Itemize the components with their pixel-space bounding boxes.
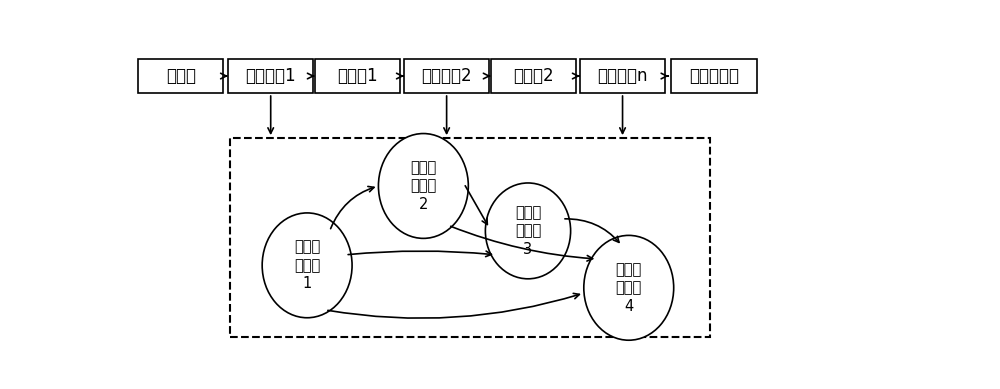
FancyBboxPatch shape bbox=[230, 138, 710, 337]
FancyBboxPatch shape bbox=[671, 59, 757, 93]
Text: 原始网
络模块
2: 原始网 络模块 2 bbox=[410, 160, 436, 212]
FancyBboxPatch shape bbox=[138, 59, 223, 93]
FancyBboxPatch shape bbox=[228, 59, 313, 93]
FancyBboxPatch shape bbox=[315, 59, 400, 93]
Ellipse shape bbox=[584, 235, 674, 340]
Text: 原始模块1: 原始模块1 bbox=[245, 67, 296, 85]
Text: 卷积层: 卷积层 bbox=[166, 67, 196, 85]
Text: 残差层2: 残差层2 bbox=[513, 67, 554, 85]
Ellipse shape bbox=[378, 133, 468, 238]
FancyBboxPatch shape bbox=[404, 59, 489, 93]
Ellipse shape bbox=[485, 183, 571, 279]
FancyBboxPatch shape bbox=[580, 59, 665, 93]
Text: 原始网
络模块
4: 原始网 络模块 4 bbox=[616, 262, 642, 314]
Text: 全局池化层: 全局池化层 bbox=[689, 67, 739, 85]
Ellipse shape bbox=[262, 213, 352, 318]
Text: 原始网
络模块
3: 原始网 络模块 3 bbox=[515, 205, 541, 257]
Text: 原始模块n: 原始模块n bbox=[597, 67, 648, 85]
Text: 残差层1: 残差层1 bbox=[337, 67, 378, 85]
Text: 原始网
络模块
1: 原始网 络模块 1 bbox=[294, 239, 320, 291]
Text: 原始模块2: 原始模块2 bbox=[421, 67, 472, 85]
FancyBboxPatch shape bbox=[491, 59, 576, 93]
